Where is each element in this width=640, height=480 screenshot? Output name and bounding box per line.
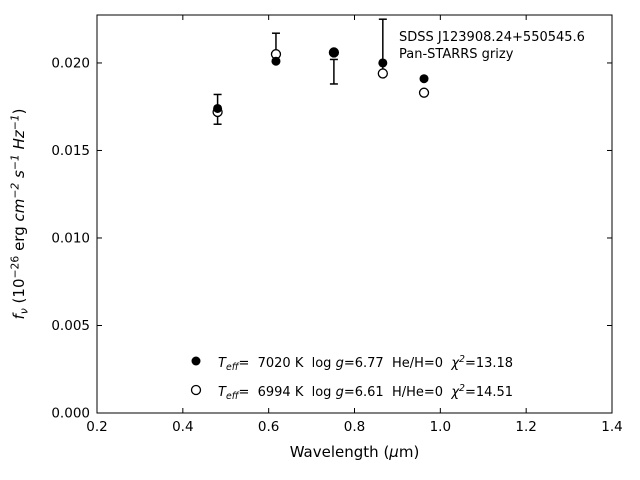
legend-entry-1: Teff= 6994 K log g=6.61 H/He=0 χ2=14.51 [218,383,513,402]
y-axis-label: fν (10−26 erg cm−2 s−1 Hz−1) [8,108,30,319]
annotation-survey-bands: Pan-STARRS grizy [399,47,514,62]
marker-filled-circle-z [378,58,388,68]
marker-open-circle-z [377,68,388,79]
marker-filled-circle-r [271,56,281,66]
x-tick-label: 0.6 [258,419,279,435]
x-tick-label: 1.0 [430,419,451,435]
annotation-block: SDSS J123908.24+550545.6 Pan-STARRS griz… [399,29,585,63]
y-tick-label: 0.005 [51,318,90,334]
marker-open-circle-y [418,87,430,98]
x-tick-label: 1.2 [515,419,536,435]
y-tick-label: 0.020 [51,56,90,72]
legend-entry-0: Teff= 7020 K log g=6.77 He/H=0 χ2=13.18 [218,354,513,373]
x-tick-label: 0.2 [86,419,107,435]
legend-marker-open-circle [190,384,202,396]
annotation-object-name: SDSS J123908.24+550545.6 [399,30,585,45]
x-tick-label: 0.8 [344,419,365,435]
plot-frame [96,14,613,414]
y-tick-label: 0.000 [51,406,90,422]
y-tick-label: 0.015 [51,143,90,159]
y-tick-label: 0.010 [51,231,90,247]
x-tick-label: 0.4 [172,419,193,435]
legend-marker-filled-circle [191,356,201,366]
marker-filled-circle-i [329,47,339,57]
marker-filled-circle-y [419,74,429,84]
x-tick-label: 1.4 [601,419,622,435]
x-axis-label: Wavelength (μm) [290,443,420,461]
marker-filled-circle-g [213,103,223,113]
